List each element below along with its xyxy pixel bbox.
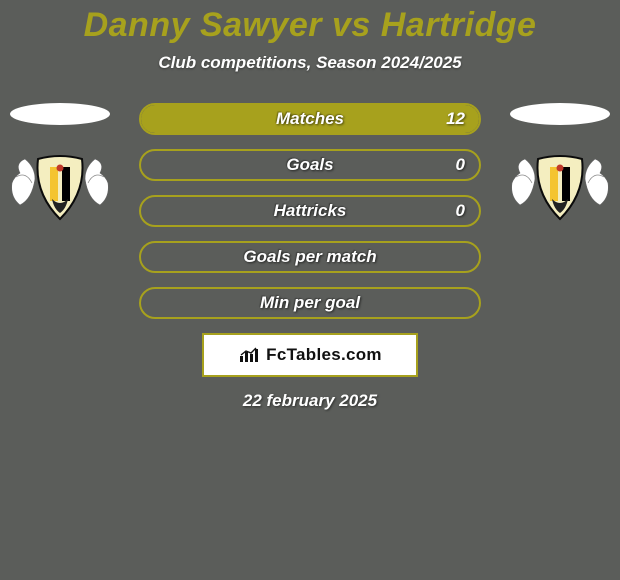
stat-label: Goals per match <box>141 247 479 267</box>
stat-label: Min per goal <box>141 293 479 313</box>
bar-chart-icon <box>238 346 262 364</box>
stat-label: Hattricks <box>141 201 479 221</box>
club-crest-icon <box>510 153 610 229</box>
stat-fill <box>141 105 479 133</box>
brand-label: FcTables.com <box>238 345 382 365</box>
stat-row: Matches12 <box>139 103 481 135</box>
stats-list: Matches12Goals0Hattricks0Goals per match… <box>139 103 481 319</box>
brand-text: FcTables.com <box>266 345 382 365</box>
page-title: Danny Sawyer vs Hartridge <box>0 6 620 45</box>
player-crest-left <box>10 103 110 229</box>
stat-row: Hattricks0 <box>139 195 481 227</box>
date-label: 22 february 2025 <box>0 391 620 411</box>
stat-row: Goals per match <box>139 241 481 273</box>
stat-label: Goals <box>141 155 479 175</box>
brand-box[interactable]: FcTables.com <box>202 333 418 377</box>
stat-value: 0 <box>456 201 465 221</box>
stat-row: Min per goal <box>139 287 481 319</box>
content-area: Matches12Goals0Hattricks0Goals per match… <box>0 103 620 411</box>
name-placeholder-right <box>510 103 610 125</box>
club-crest-icon <box>10 153 110 229</box>
stat-row: Goals0 <box>139 149 481 181</box>
stat-value: 0 <box>456 155 465 175</box>
subtitle: Club competitions, Season 2024/2025 <box>0 53 620 73</box>
player-crest-right <box>510 103 610 229</box>
name-placeholder-left <box>10 103 110 125</box>
